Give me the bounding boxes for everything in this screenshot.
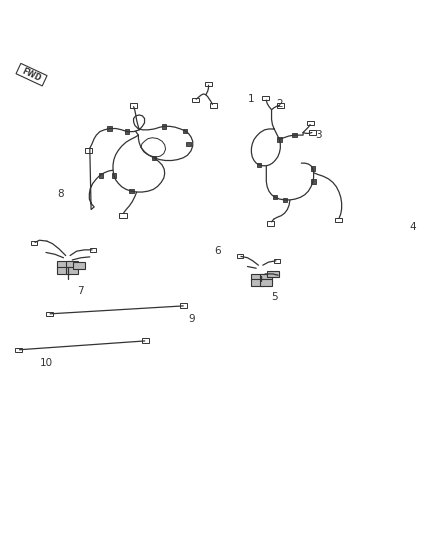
Text: 9: 9 [188, 314, 195, 324]
FancyBboxPatch shape [16, 63, 47, 86]
Bar [311, 179, 316, 184]
Bar [267, 221, 274, 226]
Bar [99, 173, 103, 177]
Bar [112, 173, 116, 177]
Bar [277, 138, 282, 142]
Bar [311, 166, 315, 171]
Bar [273, 195, 277, 199]
Bar [119, 213, 127, 218]
Bar [85, 149, 92, 154]
Bar [237, 254, 243, 259]
Bar [309, 130, 316, 135]
Bar [205, 82, 212, 86]
Text: 7: 7 [77, 286, 83, 296]
Bar [107, 126, 112, 131]
Bar [152, 156, 156, 160]
Bar [142, 338, 149, 343]
Bar [130, 103, 137, 108]
Text: FWD: FWD [21, 66, 42, 83]
Bar [186, 142, 191, 146]
Bar [274, 259, 280, 263]
Bar [129, 189, 134, 193]
Bar [183, 128, 187, 133]
Bar [251, 279, 263, 286]
Bar [90, 248, 96, 252]
Text: 3: 3 [315, 130, 322, 140]
Bar [125, 130, 129, 134]
Bar [162, 124, 166, 128]
Bar [262, 96, 269, 101]
Bar [335, 218, 342, 222]
Bar [251, 274, 263, 280]
Bar [307, 121, 314, 125]
Text: 5: 5 [272, 292, 278, 302]
Text: 2: 2 [276, 100, 283, 109]
Bar [267, 271, 279, 277]
Bar [31, 241, 37, 245]
Bar [73, 262, 85, 269]
Bar [283, 198, 287, 202]
Text: 10: 10 [39, 358, 53, 368]
Bar [57, 261, 70, 268]
Text: 6: 6 [215, 246, 221, 256]
Bar [192, 98, 199, 102]
Text: 1: 1 [247, 94, 254, 104]
Bar [66, 266, 78, 273]
Bar [260, 279, 272, 286]
Bar [66, 261, 78, 268]
Bar [180, 303, 187, 308]
Text: 8: 8 [57, 189, 64, 199]
Bar [260, 274, 272, 280]
Bar [15, 348, 22, 352]
Bar [257, 163, 261, 167]
Bar [46, 312, 53, 317]
Bar [277, 103, 284, 108]
Bar [292, 133, 297, 138]
Bar [210, 103, 217, 108]
Bar [57, 266, 70, 273]
Text: 4: 4 [410, 222, 416, 232]
